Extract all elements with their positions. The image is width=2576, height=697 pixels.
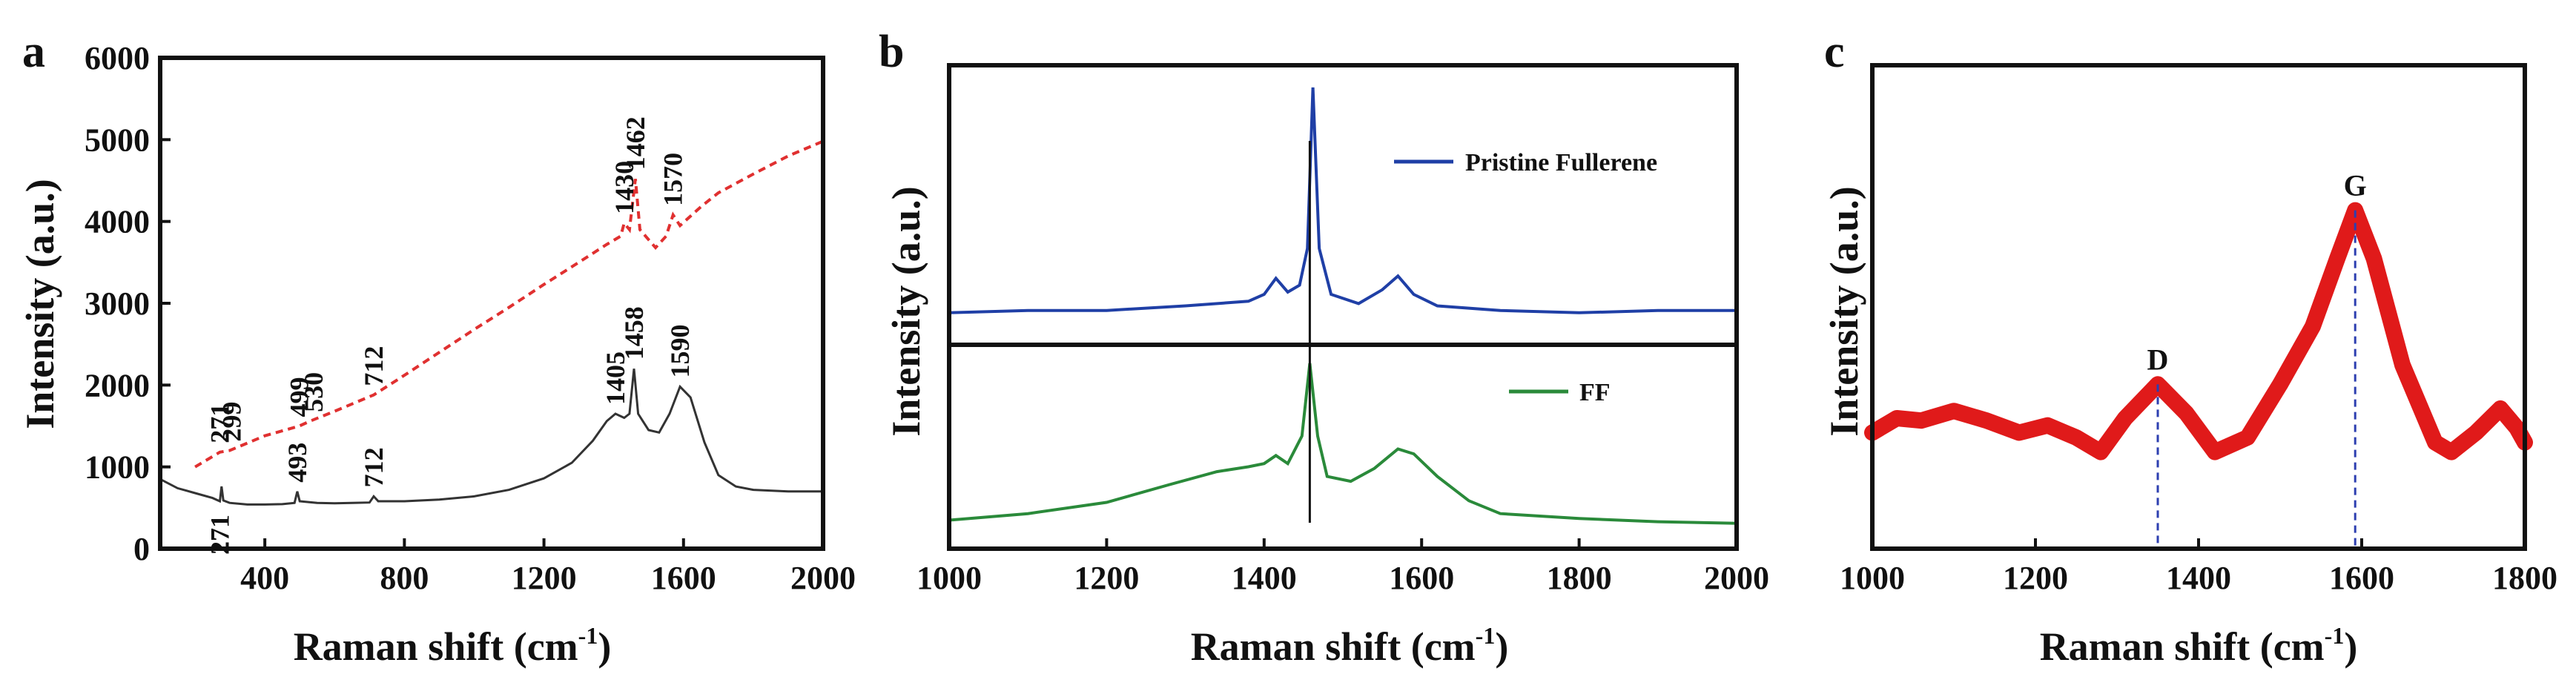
panel-b-xtick-label: 1600 (1389, 560, 1454, 596)
panel-a-xtick-label: 400 (240, 560, 289, 596)
panel-a-peak-label-red-5: 1430 (610, 161, 639, 214)
panel-a-ytick-label: 2000 (85, 367, 150, 403)
panel-a-ytick-label: 6000 (85, 40, 150, 76)
panel-c-frame (1870, 63, 2527, 551)
panel-a-ytick-label: 0 (133, 531, 150, 567)
panel-c-xtick-label: 1600 (2329, 560, 2394, 596)
panel-a-ytick-label: 3000 (85, 285, 150, 322)
panel-a-ylabel: Intensity (a.u.) (18, 179, 62, 429)
panel-a-xtick-label: 800 (380, 560, 429, 596)
panel-c-peak-label-g: G (2344, 169, 2367, 202)
panel-b-xtick-label: 1800 (1547, 560, 1612, 596)
panel-a-series-red-dashed (194, 139, 824, 469)
panel-a-ytick-label: 5000 (85, 122, 150, 158)
panel-b-series-pristine-fullerene (948, 87, 1737, 314)
panel-a-xtick-label: 1200 (512, 560, 577, 596)
panel-letter-b: b (879, 27, 904, 77)
panel-a-peak-label-black-3: 1405 (601, 351, 630, 405)
panel-b-ylabel: Intensity (a.u.) (884, 186, 928, 437)
panel-a-peak-label-red-1: 299 (217, 402, 246, 442)
panel-a-ytick-label: 4000 (85, 204, 150, 240)
panel-b: 1000 1200 1400 1600 1800 2000 Intensity (a.u.… (884, 63, 1769, 669)
panel-b-xlabel: Raman shift (cm-1) (1191, 622, 1509, 669)
panel-b-frame (947, 63, 1739, 551)
legend-label-pristine-fullerene: Pristine Fullerene (1465, 149, 1657, 176)
panel-a-xtick-label: 1600 (651, 560, 716, 596)
panel-b-series-ff (948, 363, 1737, 525)
panel-c-xlabel: Raman shift (cm-1) (2040, 622, 2358, 669)
panel-c-xtick-label: 1800 (2492, 560, 2557, 596)
legend-label-ff: FF (1579, 379, 1611, 406)
panel-a-peak-label-red-4: 712 (359, 346, 389, 386)
panel-a-peak-label-black-4: 1458 (619, 306, 649, 360)
panel-b-xtick-label: 1400 (1232, 560, 1297, 596)
panel-a-peak-label-red-0: 271 (205, 403, 234, 443)
panel-c-peak-label-d: D (2147, 343, 2169, 376)
panel-c-xtick-label: 1000 (1840, 560, 1905, 596)
panel-a-series-black-solid (159, 369, 823, 506)
panel-a-peak-label-red-6: 1462 (621, 116, 650, 170)
panel-a-xtick-label: 2000 (790, 560, 856, 596)
panel-a-peak-label-black-2: 712 (359, 447, 389, 487)
panel-a-frame (158, 56, 825, 551)
panel-a-peak-label-red-3: 530 (299, 372, 328, 412)
panel-a-peak-label-red-2: 499 (285, 377, 314, 417)
panel-a-ytick-label: 1000 (85, 449, 150, 486)
panel-letter-a: a (22, 27, 45, 77)
panel-c: D G 1000 1200 1400 1600 1800 Intensity (a.u.)… (1822, 63, 2557, 669)
panel-letter-c: c (1824, 27, 1845, 77)
panel-c-series-dg (1864, 202, 2533, 460)
panel-c-xtick-label: 1200 (2003, 560, 2068, 596)
panel-a-peak-label-black-1: 493 (283, 443, 312, 483)
panel-a-peak-label-black-5: 1590 (665, 325, 695, 378)
panel-c-xtick-label: 1400 (2166, 560, 2231, 596)
panel-a-xlabel: Raman shift (cm-1) (294, 622, 612, 669)
panel-b-xtick-label: 2000 (1704, 560, 1769, 596)
panel-c-ylabel: Intensity (a.u.) (1822, 186, 1866, 437)
panel-b-xtick-label: 1200 (1074, 560, 1139, 596)
panel-a-peak-label-red-7: 1570 (658, 153, 688, 206)
panel-b-xtick-label: 1000 (917, 560, 982, 596)
